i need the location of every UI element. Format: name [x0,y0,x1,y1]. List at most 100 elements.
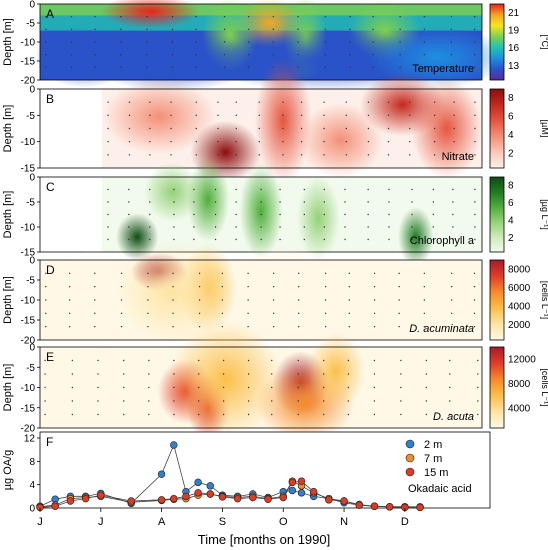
sample-dot [373,325,376,328]
sample-dot [473,15,476,18]
colorbar-tick-label: 8 [508,181,514,192]
panel-contour [367,26,509,88]
sample-dot [323,213,326,216]
sample-dot [217,154,219,156]
sample-dot [198,359,200,362]
sample-dot [45,53,47,56]
y-axis-label: Depth [m] [2,105,14,153]
sample-dot [172,299,174,301]
sample-dot [271,359,273,362]
sample-dot [97,373,99,375]
sample-dot [260,201,262,203]
sample-dot [303,226,306,228]
sample-dot [173,373,175,375]
data-point [206,490,214,498]
panel-contour [307,332,365,411]
sample-dot [297,15,299,18]
sample-dot [387,114,390,117]
sample-dot [473,312,476,315]
variable-label: D. acuminata [409,323,474,335]
sample-dot [128,188,130,191]
sample-dot [172,272,174,275]
sample-dot [324,15,327,18]
sample-dot [349,53,351,56]
sample-dot [70,28,73,31]
sample-dot [433,101,436,103]
y-axis-label: µg OA/g [2,450,14,491]
sample-dot [193,188,195,191]
sample-dot [173,226,175,228]
colorbar: 12000 8000 4000 [cells L⁻¹] [489,346,548,429]
sample-dot [45,28,47,31]
sample-dot [123,413,125,416]
sample-dot [147,325,149,328]
sample-dot [423,66,426,69]
sample-dot [297,325,300,328]
sample-dot [195,127,197,130]
sample-dot [128,154,131,156]
sample-dot [474,101,476,103]
data-point [81,494,90,503]
sample-dot [297,28,299,31]
sample-dot [258,154,260,156]
series-15-m [36,477,424,512]
sample-dot [344,188,346,191]
sample-dot [425,359,428,362]
sample-dot [222,400,225,402]
sample-dot [223,41,226,43]
sample-dot [425,386,428,389]
y-tick-label: 0 [29,173,35,184]
sample-dot [198,299,201,301]
sample-dot [272,312,275,315]
sample-dot [474,140,476,143]
sample-dot [171,41,174,43]
sample-dot [372,66,374,69]
sample-dot [282,127,284,130]
y-tick-label: -10 [21,137,36,148]
sample-dot [473,66,476,69]
sample-dot [248,28,250,31]
sample-dot [348,312,351,315]
data-point [297,489,306,497]
colorbar-tick-label: 6000 [508,283,531,294]
y-tick-label: -5 [26,19,35,30]
sample-dot [324,28,327,31]
sample-dot [322,386,325,389]
sample-dot [423,28,426,31]
sample-dot [433,140,436,143]
sample-dot [452,226,454,228]
sample-dot [349,28,351,31]
sample-dot [450,41,453,43]
colorbar-unit: [°C] [540,34,548,49]
sample-dot [146,28,148,31]
sample-dot [71,400,74,402]
sample-dot [300,101,303,103]
colorbar-tick-label: 12000 [508,354,536,365]
sample-dot [477,373,479,375]
data-point [157,496,166,504]
sample-dot [68,312,71,315]
sample-dot [324,272,327,275]
sample-dot [297,299,300,301]
sample-dot [170,154,172,156]
y-tick-label: 12 [24,434,36,445]
colorbar-tick-label: 4000 [508,302,531,313]
sample-dot [120,312,123,315]
sample-dot [282,140,284,143]
sample-dot [449,400,451,402]
panel-contour [116,240,230,344]
sample-dot [214,213,217,216]
sample-dot [297,373,299,375]
legend-label: 2 m [424,439,442,451]
sample-dot [399,53,401,56]
data-point [170,441,178,449]
sample-dot [474,238,476,241]
sample-dot [477,386,479,389]
sample-dot [247,285,249,288]
sample-dot [297,359,299,362]
colorbar-tick-label: 4 [508,216,514,227]
sample-dot [45,272,47,275]
sample-dot [272,15,274,18]
colorbar: 8000 6000 4000 2000 [cells L⁻¹] [489,259,548,341]
sample-dot [195,154,197,156]
